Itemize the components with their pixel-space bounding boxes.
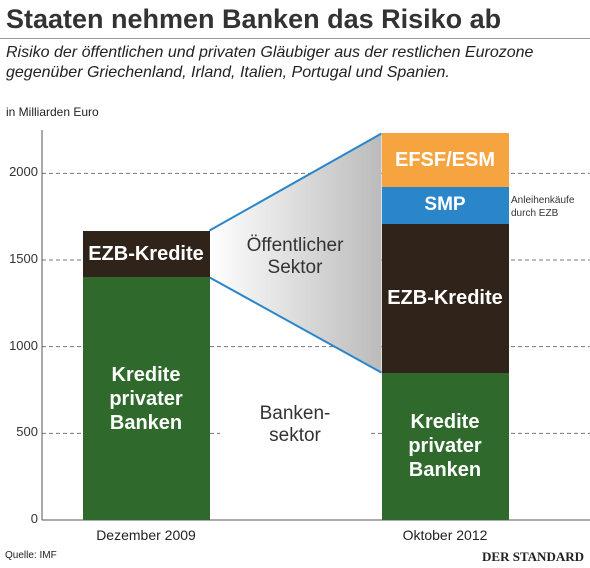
bar-segment: SMP [381,187,509,224]
y-tick-label: 1000 [9,337,38,353]
bar-segment: EZB-Kredite [82,230,210,278]
annotation: Banken- sektor [220,403,370,447]
source: Quelle: IMF [5,550,57,561]
y-tick-label: 2000 [9,164,38,180]
y-tick-label: 0 [30,511,38,526]
y-tick-label: 1500 [9,251,38,266]
bar-segment: Kredite privater Banken [82,277,210,520]
bar-segment: EZB-Kredite [381,223,509,373]
bar-segment: Kredite privater Banken [381,372,509,520]
chart-title: Staaten nehmen Banken das Risiko ab [6,4,502,34]
x-tick-label: Dezember 2009 [96,527,196,543]
bar-segment: EFSF/ESM [381,133,509,188]
x-tick-label: Oktober 2012 [402,527,488,543]
annotation: Anleihenkäufe durch EZB [511,195,575,219]
publisher: DER STANDARD [482,549,584,564]
annotation: Öffentlicher Sektor [246,235,344,278]
connector-line [209,276,382,374]
unit-label: in Milliarden Euro [6,105,99,119]
y-tick-label: 500 [16,424,38,440]
subtitle: Risiko der öffentlichen und privaten Glä… [6,44,534,81]
connector-area [209,133,382,373]
connector-line [209,132,382,232]
rule [0,38,590,39]
